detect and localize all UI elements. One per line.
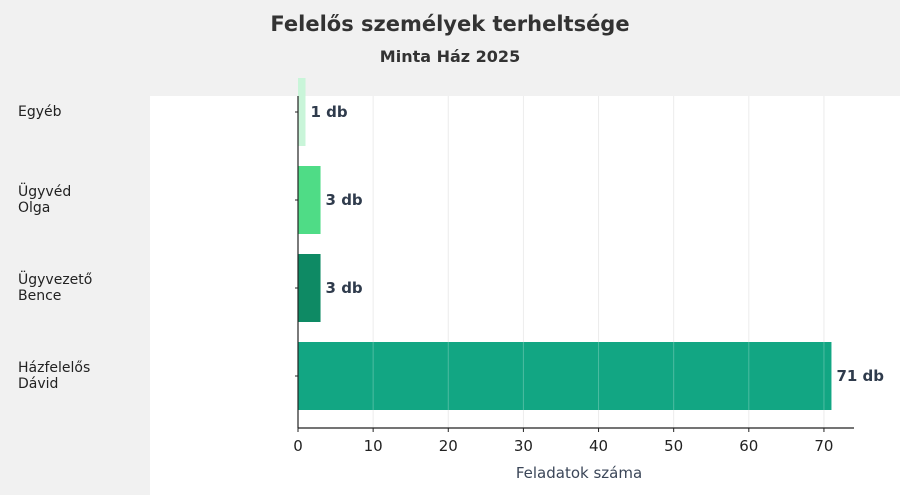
category-label: Egyéb [18,104,148,120]
category-label: Ügyvéd Olga [18,184,148,216]
value-label: 1 db [311,103,348,121]
category-label: Házfelelős Dávid [18,360,148,392]
axis-area [150,431,900,495]
value-label: 3 db [326,191,363,209]
x-tick-label: 10 [364,437,383,455]
category-label: Ügyvezető Bence [18,272,148,304]
value-label: 71 db [836,367,884,385]
x-tick-label: 20 [439,437,458,455]
category-label-line: Olga [18,200,51,216]
x-tick-label: 60 [739,437,758,455]
category-label-line: Egyéb [18,104,62,120]
bar-2 [298,254,321,322]
value-label: 3 db [326,279,363,297]
category-label-line: Dávid [18,376,59,392]
category-label-line: Ügyvezető [18,272,93,288]
category-label-line: Bence [18,288,62,304]
chart-subtitle: Minta Ház 2025 [379,47,521,66]
x-tick-label: 0 [293,437,303,455]
x-axis-label: Feladatok száma [515,464,643,482]
x-tick-label: 50 [664,437,683,455]
bar-0 [298,78,306,146]
bar-3 [298,342,832,410]
category-label-line: Ügyvéd [18,184,72,200]
category-label-line: Házfelelős [18,360,91,376]
chart-title: Felelős személyek terheltsége [270,12,630,36]
x-tick-label: 40 [589,437,608,455]
bar-1 [298,166,321,234]
x-tick-label: 30 [514,437,533,455]
x-tick-label: 70 [814,437,833,455]
